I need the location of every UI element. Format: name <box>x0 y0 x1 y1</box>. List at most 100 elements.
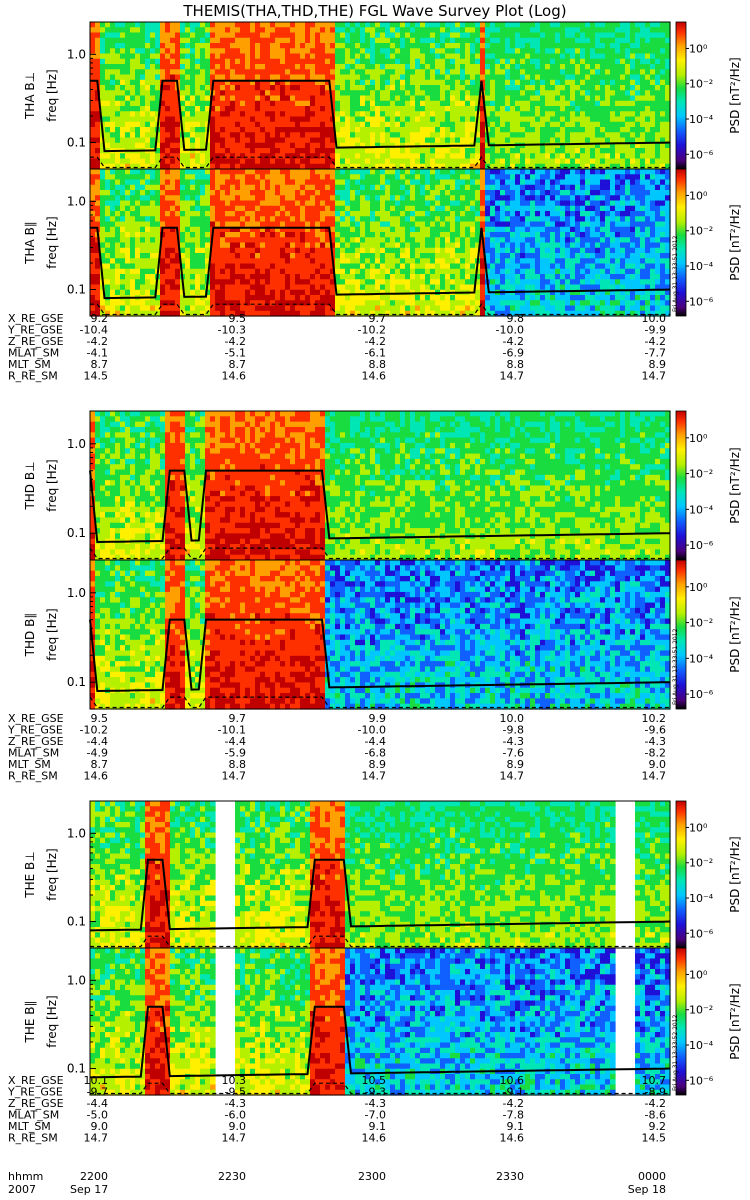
spectrogram-cell <box>335 111 341 118</box>
spectrogram-cell <box>400 53 406 60</box>
spectrogram-cell <box>420 69 426 76</box>
spectrogram-cell <box>385 74 391 81</box>
spectrogram-cell <box>415 43 421 49</box>
spectrogram-cell <box>635 137 641 144</box>
spectrogram-cell <box>340 279 346 286</box>
spectrogram-cell <box>295 74 301 81</box>
spectrogram-cell <box>360 247 366 254</box>
spectrogram-cell <box>205 158 211 165</box>
spectrogram-cell <box>185 221 191 228</box>
spectrogram-cell <box>480 100 486 107</box>
spectrogram-cell <box>405 27 411 34</box>
spectrogram-cell <box>330 195 336 202</box>
spectrogram-cell <box>315 132 321 139</box>
spectrogram-cell <box>265 127 271 133</box>
spectrogram-cell <box>165 48 171 55</box>
spectrogram-cell <box>230 158 236 165</box>
spectrogram-cell <box>200 95 206 102</box>
spectrogram-cell <box>525 158 531 165</box>
spectrogram-cell <box>270 69 276 76</box>
spectrogram-cell <box>515 100 521 107</box>
spectrogram-cell <box>345 211 351 217</box>
spectrogram-cell <box>150 43 156 49</box>
spectrogram-cell <box>125 27 131 34</box>
spectrogram-cell <box>190 111 196 118</box>
spectrogram-cell <box>500 27 506 34</box>
spectrogram-cell <box>340 195 346 202</box>
spectrogram-cell <box>155 258 161 265</box>
spectrogram-cell <box>355 284 361 291</box>
spectrogram-cell <box>425 37 431 44</box>
spectrogram-cell <box>545 106 551 112</box>
spectrogram-cell <box>230 132 236 139</box>
spectrogram-cell <box>95 216 101 223</box>
spectrogram-cell <box>230 116 236 123</box>
spectrogram-cell <box>190 58 196 65</box>
spectrogram-cell <box>410 64 416 70</box>
spectrogram-cell <box>565 37 571 44</box>
spectrogram-cell <box>285 274 291 280</box>
spectrogram-cell <box>325 289 331 296</box>
spectrogram-cell <box>315 242 321 249</box>
spectrogram-cell <box>245 279 251 286</box>
spectrogram-cell <box>525 163 531 170</box>
spectrogram-cell <box>110 127 116 133</box>
spectrogram-cell <box>295 69 301 76</box>
spectrogram-cell <box>130 58 136 65</box>
spectrogram-cell <box>530 132 536 139</box>
spectrogram-cell <box>455 90 461 97</box>
spectrogram-cell <box>350 174 356 181</box>
spectrogram-cell <box>550 127 556 133</box>
spectrogram-cell <box>300 253 306 259</box>
spectrogram-cell <box>195 37 201 44</box>
spectrogram-cell <box>415 158 421 165</box>
spectrogram-cell <box>230 43 236 49</box>
spectrogram-cell <box>280 43 286 49</box>
spectrogram-cell <box>545 142 551 149</box>
spectrogram-cell <box>310 148 316 154</box>
spectrogram-cell <box>380 300 386 307</box>
spectrogram-cell <box>280 200 286 207</box>
spectrogram-cell <box>155 237 161 244</box>
spectrogram-cell <box>475 27 481 34</box>
spectrogram-cell <box>360 289 366 296</box>
spectrogram-cell <box>210 279 216 286</box>
spectrogram-cell <box>285 116 291 123</box>
spectrogram-cell <box>375 232 381 238</box>
spectrogram-cell <box>185 289 191 296</box>
spectrogram-cell <box>375 127 381 133</box>
spectrogram-cell <box>255 169 261 175</box>
spectrogram-cell <box>640 111 646 118</box>
spectrogram-cell <box>235 242 241 249</box>
spectrogram-cell <box>645 69 651 76</box>
spectrogram-cell <box>390 221 396 228</box>
spectrogram-cell <box>230 53 236 60</box>
spectrogram-cell <box>205 190 211 196</box>
spectrogram-cell <box>385 300 391 307</box>
spectrogram-cell <box>420 116 426 123</box>
spectrogram-cell <box>330 79 336 86</box>
spectrogram-cell <box>220 79 226 86</box>
spectrogram-cell <box>100 179 106 186</box>
spectrogram-cell <box>190 295 196 301</box>
spectrogram-cell <box>105 74 111 81</box>
spectrogram-cell <box>170 32 176 39</box>
spectrogram-cell <box>365 300 371 307</box>
spectrogram-cell <box>315 200 321 207</box>
spectrogram-cell <box>155 106 161 112</box>
spectrogram-cell <box>415 79 421 86</box>
spectrogram-cell <box>295 284 301 291</box>
spectrogram-cell <box>115 127 121 133</box>
spectrogram-cell <box>355 158 361 165</box>
spectrogram-cell <box>280 142 286 149</box>
spectrogram-cell <box>265 106 271 112</box>
spectrogram-cell <box>220 310 226 317</box>
spectrogram-cell <box>235 69 241 76</box>
spectrogram-cell <box>665 106 671 112</box>
spectrogram-cell <box>110 226 116 233</box>
spectrogram-cell <box>535 85 541 91</box>
spectrogram-cell <box>600 79 606 86</box>
spectrogram-cell <box>190 274 196 280</box>
spectrogram-cell <box>350 43 356 49</box>
spectrogram-cell <box>425 106 431 112</box>
